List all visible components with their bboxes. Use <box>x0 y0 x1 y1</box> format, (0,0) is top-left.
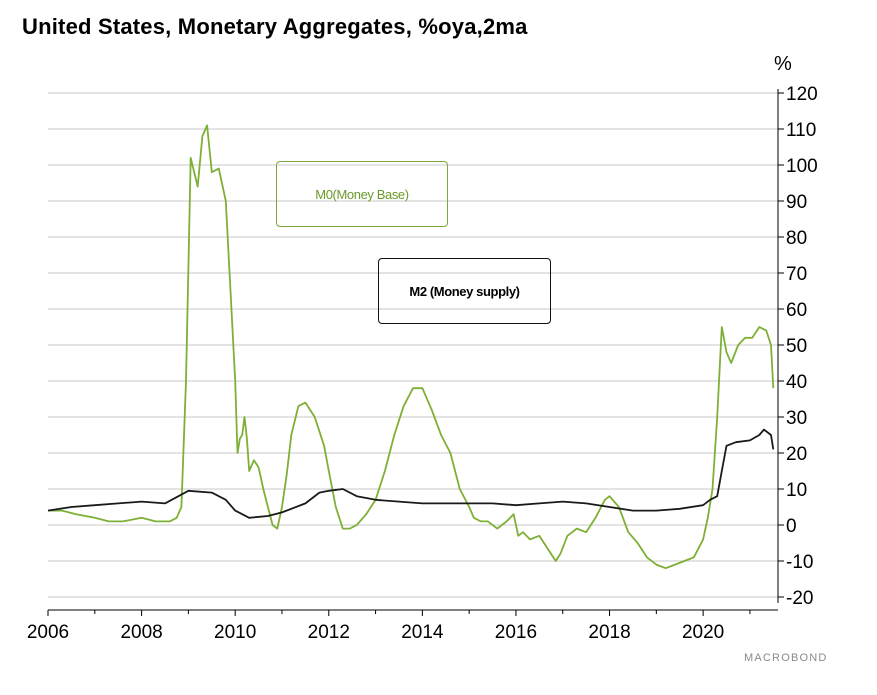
y-tick-label: 50 <box>786 336 807 357</box>
legend-m2: M2 (Money supply) <box>378 258 551 324</box>
x-tick-label: 2006 <box>27 622 69 643</box>
x-tick-label: 2018 <box>588 622 630 643</box>
y-tick-label: 10 <box>786 480 807 501</box>
legend-m2-label: M2 (Money supply) <box>409 283 520 299</box>
y-tick-label: 110 <box>786 120 816 141</box>
y-tick-label: 90 <box>786 192 807 213</box>
x-tick-label: 2020 <box>682 622 724 643</box>
legend-m0-label: M0(Money Base) <box>315 186 409 202</box>
macrobond-watermark: MACROBOND <box>744 652 828 664</box>
y-tick-label: 120 <box>786 84 818 105</box>
x-tick-label: 2010 <box>214 622 256 643</box>
x-tick-label: 2008 <box>120 622 162 643</box>
y-axis-unit-label: % <box>774 53 792 75</box>
x-tick-label: 2016 <box>495 622 537 643</box>
y-axis: -20 -10 0 10 20 30 40 50 60 70 80 90 100 110 120 <box>777 84 818 609</box>
y-tick-label: 80 <box>786 228 807 249</box>
y-tick-label: 100 <box>786 156 818 177</box>
y-tick-label: 0 <box>786 516 797 537</box>
y-tick-label: 20 <box>786 444 807 465</box>
series-line-m2 <box>47 428 775 519</box>
x-tick-label: 2012 <box>308 622 350 643</box>
y-tick-label: 70 <box>786 264 807 285</box>
y-tick-label: 60 <box>786 300 807 321</box>
series-lines <box>47 124 775 570</box>
legend-m0: M0(Money Base) <box>276 161 448 227</box>
y-tick-label: -20 <box>786 588 813 609</box>
gridlines <box>48 92 778 598</box>
chart-title: United States, Monetary Aggregates, %oya… <box>22 14 528 39</box>
y-tick-label: 30 <box>786 408 807 429</box>
x-axis: 2006 2008 2010 2012 2014 2016 2018 2020 <box>27 609 778 643</box>
y-tick-label: -10 <box>786 552 813 573</box>
series-line-m0 <box>48 124 775 570</box>
x-tick-label: 2014 <box>401 622 444 643</box>
y-tick-label: 40 <box>786 372 807 393</box>
